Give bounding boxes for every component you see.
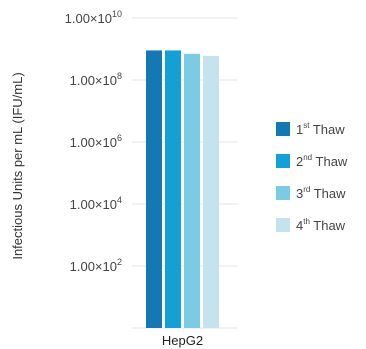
legend-label: 3rd Thaw (296, 185, 346, 201)
y-tick-label: 1.00×102 (70, 257, 122, 274)
y-tick-label: 1.00×104 (70, 195, 122, 212)
bar-series-4 (203, 55, 219, 328)
legend: 1st Thaw 2nd Thaw 3rd Thaw 4th Thaw (276, 121, 348, 233)
x-axis-ticks: HepG2 (162, 333, 203, 348)
legend-swatch (276, 218, 290, 232)
legend-label: 1st Thaw (296, 121, 345, 137)
legend-label: 2nd Thaw (296, 153, 348, 169)
legend-swatch (276, 122, 290, 136)
bar-series-3 (184, 53, 200, 328)
legend-swatch (276, 186, 290, 200)
bar-series-1 (146, 50, 162, 328)
y-tick-label: 1.00×1010 (65, 9, 122, 26)
y-tick-label: 1.00×108 (70, 71, 122, 88)
bar-series-2 (165, 50, 181, 328)
y-axis-label: Infectious Units per mL (IFU/mL) (10, 72, 25, 259)
legend-swatch (276, 154, 290, 168)
x-tick-label: HepG2 (162, 333, 203, 348)
y-axis-ticks: 1.00×1010 1.00×108 1.00×106 1.00×104 1.00×10… (65, 9, 122, 274)
y-tick-label: 1.00×106 (70, 133, 122, 150)
bars (146, 50, 219, 328)
legend-label: 4th Thaw (296, 217, 346, 233)
